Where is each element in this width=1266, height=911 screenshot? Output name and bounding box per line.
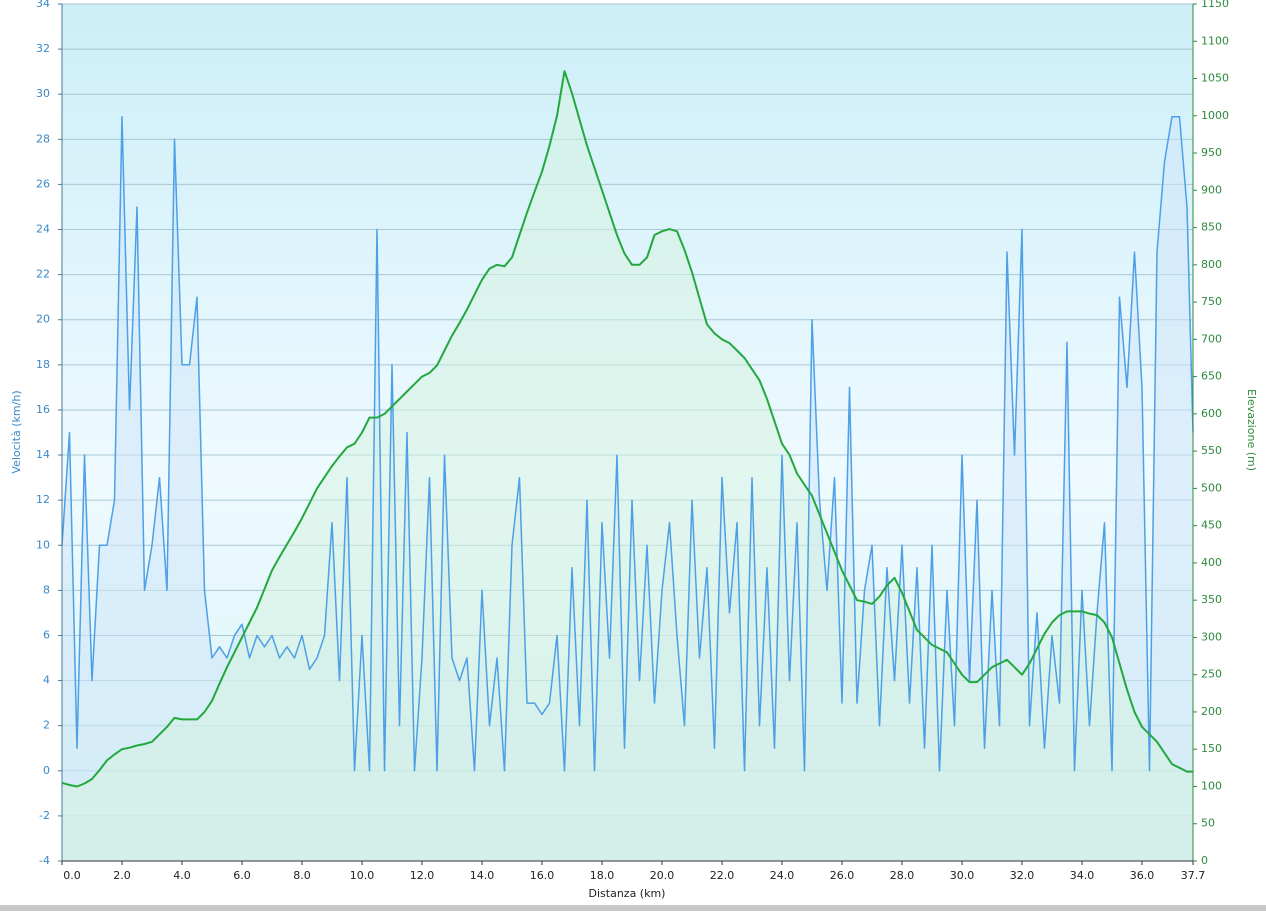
y2-tick-label: 950 [1201, 146, 1222, 159]
y2-tick-label: 850 [1201, 221, 1222, 234]
y2-tick-label: 50 [1201, 817, 1215, 830]
x-tick-label: 20.0 [650, 869, 675, 882]
x-tick-label: 24.0 [770, 869, 795, 882]
y-tick-label: -2 [39, 809, 50, 822]
y2-tick-label: 800 [1201, 258, 1222, 271]
y2-tick-label: 900 [1201, 183, 1222, 196]
y2-tick-label: 1000 [1201, 109, 1229, 122]
y2-tick-label: 200 [1201, 705, 1222, 718]
y-tick-label: 12 [36, 493, 50, 506]
marks [61, 70, 1194, 862]
y-tick-label: 20 [36, 313, 50, 326]
y-tick-label: 4 [43, 674, 50, 687]
y2-tick-label: 750 [1201, 295, 1222, 308]
y2-tick-label: 1050 [1201, 72, 1229, 85]
x-tick-label: 34.0 [1070, 869, 1095, 882]
x-tick-label: 36.0 [1130, 869, 1155, 882]
x-tick-label: 12.0 [410, 869, 435, 882]
bottom-bar [0, 905, 1266, 911]
y2-tick-label: 1150 [1201, 0, 1229, 10]
y2-tick-label: 600 [1201, 407, 1222, 420]
y-axis-title: Velocità (km/h) [10, 390, 23, 473]
y-tick-label: 22 [36, 268, 50, 281]
y-tick-label: 0 [43, 764, 50, 777]
y-tick-label: 30 [36, 87, 50, 100]
y2-tick-label: 1100 [1201, 34, 1229, 47]
y2-tick-label: 250 [1201, 668, 1222, 681]
y2-tick-label: 150 [1201, 742, 1222, 755]
y-tick-label: 28 [36, 132, 50, 145]
x-tick-label: 6.0 [233, 869, 251, 882]
x-tick-label: 10.0 [350, 869, 375, 882]
y2-tick-label: 100 [1201, 779, 1222, 792]
series-area [62, 71, 1193, 862]
y-tick-label: 8 [43, 583, 50, 596]
y2-tick-label: 500 [1201, 481, 1222, 494]
x-tick-label: 22.0 [710, 869, 735, 882]
x-tick-label: 2.0 [113, 869, 131, 882]
y-tick-label: 14 [36, 448, 50, 461]
y-tick-label: 24 [36, 223, 50, 236]
y2-tick-label: 700 [1201, 332, 1222, 345]
y-tick-label: 6 [43, 628, 50, 641]
x-tick-label: 28.0 [890, 869, 915, 882]
y-tick-label: 32 [36, 42, 50, 55]
x-tick-label: 32.0 [1010, 869, 1035, 882]
series-line [61, 70, 1193, 788]
y2-tick-label: 350 [1201, 593, 1222, 606]
axes: -4-2024681012141618202224262830323405010… [36, 0, 1229, 882]
y-tick-label: -4 [39, 854, 50, 867]
x-tick-label: 37.7 [1181, 869, 1206, 882]
y-tick-label: 26 [36, 177, 50, 190]
x-tick-label: 30.0 [950, 869, 975, 882]
x-tick-label: 18.0 [590, 869, 615, 882]
series-line [61, 116, 1194, 772]
y2-tick-label: 450 [1201, 519, 1222, 532]
y-tick-label: 10 [36, 538, 50, 551]
y2-tick-label: 650 [1201, 370, 1222, 383]
x-tick-label: 16.0 [530, 869, 555, 882]
y-tick-label: 2 [43, 719, 50, 732]
y-tick-label: 16 [36, 403, 50, 416]
x-tick-label: 0.0 [63, 869, 81, 882]
x-tick-label: 14.0 [470, 869, 495, 882]
y2-tick-label: 0 [1201, 854, 1208, 867]
y-tick-label: 34 [36, 0, 50, 10]
x-axis-title: Distanza (km) [589, 887, 666, 900]
x-tick-label: 26.0 [830, 869, 855, 882]
x-tick-label: 8.0 [293, 869, 311, 882]
y-tick-label: 18 [36, 358, 50, 371]
y2-axis-title: Elevazione (m) [1245, 389, 1258, 471]
x-tick-label: 4.0 [173, 869, 191, 882]
y2-tick-label: 550 [1201, 444, 1222, 457]
y2-tick-label: 400 [1201, 556, 1222, 569]
y2-tick-label: 300 [1201, 630, 1222, 643]
